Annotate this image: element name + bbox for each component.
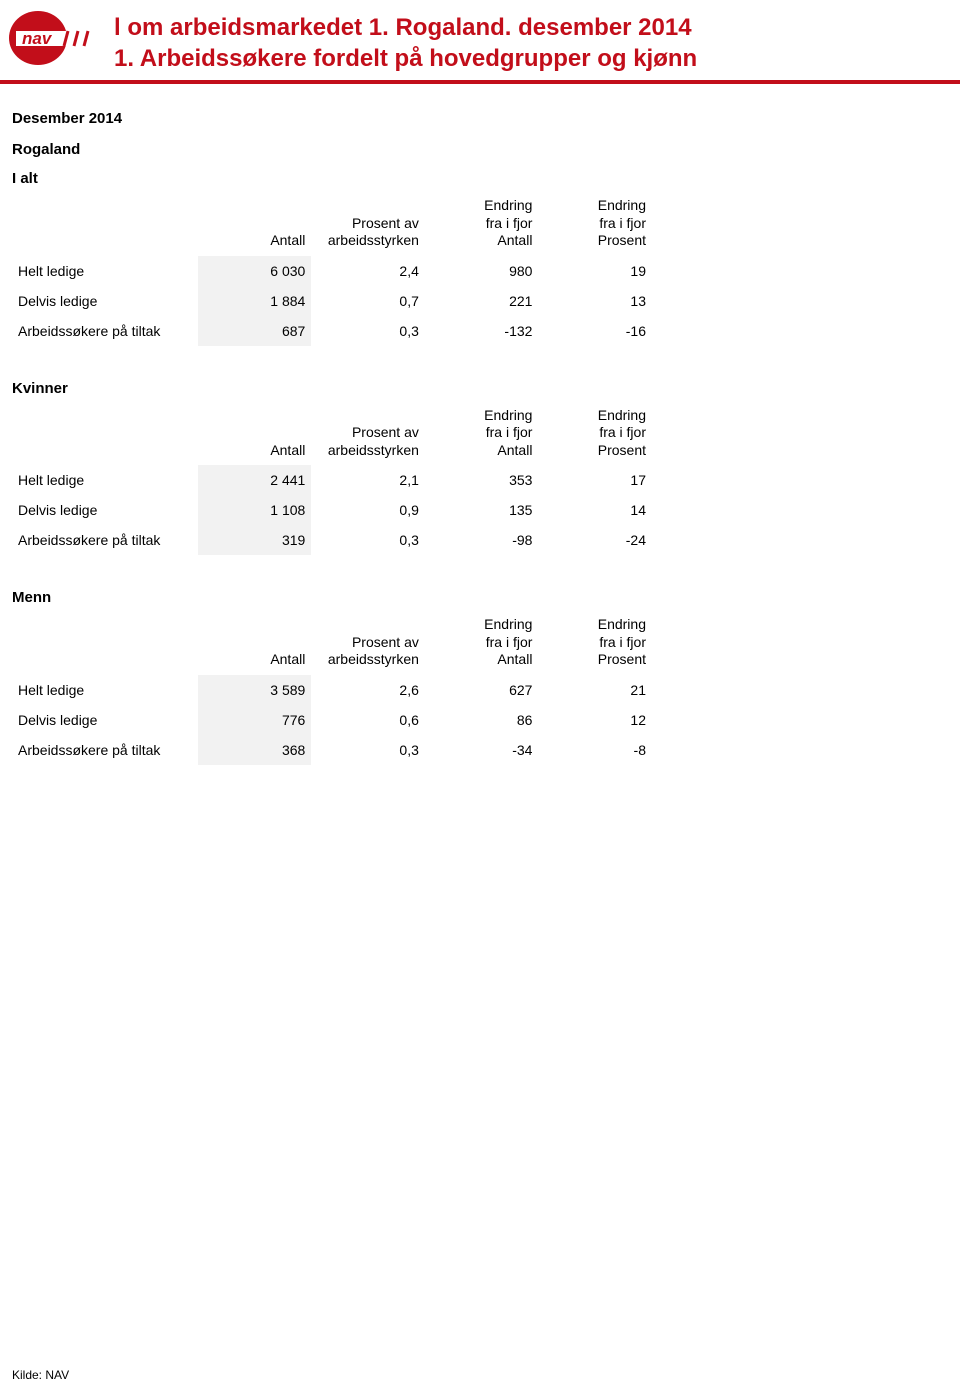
cell-antall: 6 030 — [198, 256, 312, 286]
page-header: nav l om arbeidsmarkedet 1. Rogaland. de… — [0, 0, 960, 74]
table-row: Delvis ledige1 1080,913514 — [12, 495, 652, 525]
cell-prosent-av: 0,3 — [311, 525, 425, 555]
col-header-prosent-av: Prosent avarbeidsstyrken — [311, 403, 425, 466]
col-header-prosent-av: Prosent avarbeidsstyrken — [311, 612, 425, 675]
table-row: Helt ledige2 4412,135317 — [12, 465, 652, 495]
col-header-label — [12, 193, 198, 256]
data-table: AntallProsent avarbeidsstyrkenEndringfra… — [12, 612, 652, 765]
cell-endring-antall: 353 — [425, 465, 539, 495]
col-header-endring-antall: Endringfra i fjorAntall — [425, 612, 539, 675]
cell-endring-antall: -98 — [425, 525, 539, 555]
col-header-label — [12, 403, 198, 466]
table-row: Helt ledige3 5892,662721 — [12, 675, 652, 705]
cell-antall: 687 — [198, 316, 312, 346]
cell-endring-antall: 86 — [425, 705, 539, 735]
col-header-endring-antall: Endringfra i fjorAntall — [425, 403, 539, 466]
cell-endring-prosent: 19 — [538, 256, 652, 286]
cell-antall: 1 884 — [198, 286, 312, 316]
cell-prosent-av: 0,3 — [311, 316, 425, 346]
table-row: Arbeidssøkere på tiltak6870,3-132-16 — [12, 316, 652, 346]
table-row: Arbeidssøkere på tiltak3680,3-34-8 — [12, 735, 652, 765]
period-label: Desember 2014 — [12, 110, 948, 127]
cell-endring-antall: 980 — [425, 256, 539, 286]
cell-prosent-av: 0,7 — [311, 286, 425, 316]
col-header-endring-antall: Endringfra i fjorAntall — [425, 193, 539, 256]
cell-prosent-av: 0,3 — [311, 735, 425, 765]
cell-prosent-av: 0,9 — [311, 495, 425, 525]
table-row: Helt ledige6 0302,498019 — [12, 256, 652, 286]
cell-endring-prosent: 13 — [538, 286, 652, 316]
cell-antall: 3 589 — [198, 675, 312, 705]
cell-antall: 776 — [198, 705, 312, 735]
svg-text:nav: nav — [22, 29, 53, 48]
row-label: Delvis ledige — [12, 495, 198, 525]
region-label: Rogaland — [12, 141, 948, 158]
cell-endring-antall: -34 — [425, 735, 539, 765]
row-label: Arbeidssøkere på tiltak — [12, 735, 198, 765]
row-label: Helt ledige — [12, 675, 198, 705]
col-header-prosent-av: Prosent avarbeidsstyrken — [311, 193, 425, 256]
section-title: Kvinner — [12, 380, 948, 397]
row-label: Delvis ledige — [12, 705, 198, 735]
table-row: Delvis ledige1 8840,722113 — [12, 286, 652, 316]
row-label: Arbeidssøkere på tiltak — [12, 525, 198, 555]
table-row: Delvis ledige7760,68612 — [12, 705, 652, 735]
section-title: I alt — [12, 170, 948, 187]
col-header-antall: Antall — [198, 193, 312, 256]
cell-endring-antall: 221 — [425, 286, 539, 316]
col-header-antall: Antall — [198, 403, 312, 466]
cell-endring-prosent: -24 — [538, 525, 652, 555]
cell-prosent-av: 0,6 — [311, 705, 425, 735]
content: Desember 2014 Rogaland I altAntallProsen… — [0, 84, 960, 765]
data-table: AntallProsent avarbeidsstyrkenEndringfra… — [12, 403, 652, 556]
header-text: l om arbeidsmarkedet 1. Rogaland. desemb… — [114, 10, 697, 74]
col-header-endring-prosent: Endringfra i fjorProsent — [538, 612, 652, 675]
section-title: Menn — [12, 589, 948, 606]
cell-prosent-av: 2,4 — [311, 256, 425, 286]
source-footer: Kilde: NAV — [12, 1368, 69, 1382]
col-header-label — [12, 612, 198, 675]
cell-antall: 368 — [198, 735, 312, 765]
cell-antall: 1 108 — [198, 495, 312, 525]
col-header-endring-prosent: Endringfra i fjorProsent — [538, 403, 652, 466]
cell-antall: 2 441 — [198, 465, 312, 495]
cell-endring-antall: 627 — [425, 675, 539, 705]
cell-endring-prosent: 21 — [538, 675, 652, 705]
col-header-antall: Antall — [198, 612, 312, 675]
col-header-endring-prosent: Endringfra i fjorProsent — [538, 193, 652, 256]
cell-antall: 319 — [198, 525, 312, 555]
cell-endring-prosent: 17 — [538, 465, 652, 495]
cell-prosent-av: 2,1 — [311, 465, 425, 495]
cell-endring-antall: -132 — [425, 316, 539, 346]
cell-endring-prosent: -8 — [538, 735, 652, 765]
row-label: Helt ledige — [12, 256, 198, 286]
row-label: Delvis ledige — [12, 286, 198, 316]
row-label: Arbeidssøkere på tiltak — [12, 316, 198, 346]
title-line-2: 1. Arbeidssøkere fordelt på hovedgrupper… — [114, 43, 697, 74]
cell-endring-antall: 135 — [425, 495, 539, 525]
row-label: Helt ledige — [12, 465, 198, 495]
cell-prosent-av: 2,6 — [311, 675, 425, 705]
nav-logo: nav — [8, 10, 94, 66]
cell-endring-prosent: 12 — [538, 705, 652, 735]
data-table: AntallProsent avarbeidsstyrkenEndringfra… — [12, 193, 652, 346]
cell-endring-prosent: 14 — [538, 495, 652, 525]
table-row: Arbeidssøkere på tiltak3190,3-98-24 — [12, 525, 652, 555]
title-line-1: l om arbeidsmarkedet 1. Rogaland. desemb… — [114, 12, 697, 43]
cell-endring-prosent: -16 — [538, 316, 652, 346]
